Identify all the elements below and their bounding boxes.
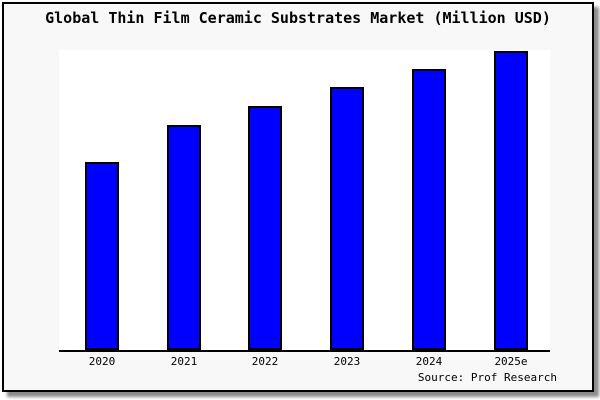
bar-2022 xyxy=(248,106,282,350)
bar-2023 xyxy=(330,87,364,350)
source-text: Source: Prof Research xyxy=(417,371,557,384)
x-tick-label-2025e: 2025e xyxy=(494,355,528,368)
chart-page: Global Thin Film Ceramic Substrates Mark… xyxy=(2,2,594,392)
chart-title: Global Thin Film Ceramic Substrates Mark… xyxy=(45,9,551,27)
x-tick-label-2024: 2024 xyxy=(415,355,443,368)
bar-2020 xyxy=(85,162,119,350)
plot-area xyxy=(59,50,550,350)
x-axis-line xyxy=(59,350,550,352)
x-axis-labels: 2020 2021 2022 2023 2024 2025e xyxy=(59,355,550,371)
bar-2025e xyxy=(494,51,528,350)
x-tick-label-2022: 2022 xyxy=(251,355,279,368)
x-tick-label-2020: 2020 xyxy=(88,355,116,368)
bar-2024 xyxy=(412,69,446,350)
x-tick-label-2021: 2021 xyxy=(170,355,198,368)
bar-2021 xyxy=(167,125,201,350)
x-tick-label-2023: 2023 xyxy=(333,355,361,368)
